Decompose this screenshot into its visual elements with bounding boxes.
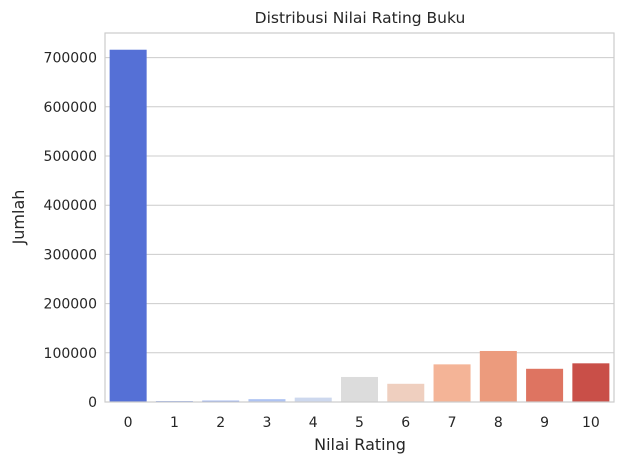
y-tick-label: 200000 — [44, 297, 97, 313]
bar-rating-8 — [479, 350, 517, 402]
y-tick-label: 600000 — [44, 100, 97, 116]
x-tick-label: 10 — [582, 415, 600, 431]
bar-rating-4 — [294, 397, 332, 402]
gridlines — [105, 57, 614, 403]
x-tick-label: 6 — [401, 415, 410, 431]
x-tick-label: 3 — [262, 415, 271, 431]
x-tick-label: 4 — [309, 415, 318, 431]
bar-rating-3 — [248, 399, 286, 402]
x-tick-label: 5 — [355, 415, 364, 431]
bar-rating-6 — [387, 383, 425, 402]
x-tick-label: 8 — [494, 415, 503, 431]
x-axis-ticks: 0 1 2 3 4 5 6 7 8 9 10 — [124, 415, 600, 431]
bars — [109, 49, 610, 403]
y-tick-label: 300000 — [44, 247, 97, 263]
plot-frame — [104, 32, 615, 403]
bar-rating-5 — [340, 376, 379, 402]
bar-rating-0 — [109, 49, 147, 403]
y-tick-label: 500000 — [44, 149, 97, 165]
x-tick-label: 9 — [540, 415, 549, 431]
x-tick-label: 7 — [448, 415, 457, 431]
x-tick-label: 2 — [216, 415, 225, 431]
bar-rating-7 — [433, 364, 471, 402]
y-tick-label: 100000 — [44, 346, 97, 362]
x-tick-label: 1 — [170, 415, 179, 431]
x-tick-label: 0 — [124, 415, 133, 431]
x-axis-title: Nilai Rating — [314, 435, 406, 454]
chart-title: Distribusi Nilai Rating Buku — [255, 9, 466, 27]
y-axis-ticks: 0 100000 200000 300000 400000 500000 600000 700… — [44, 51, 97, 411]
bar-rating-2 — [202, 400, 240, 402]
bar-rating-9 — [526, 368, 564, 402]
bar-rating-10 — [572, 363, 610, 402]
y-tick-label: 400000 — [44, 198, 97, 214]
y-tick-label: 700000 — [44, 51, 97, 67]
y-axis-title: Jumlah — [9, 190, 28, 246]
y-tick-label: 0 — [88, 395, 97, 411]
